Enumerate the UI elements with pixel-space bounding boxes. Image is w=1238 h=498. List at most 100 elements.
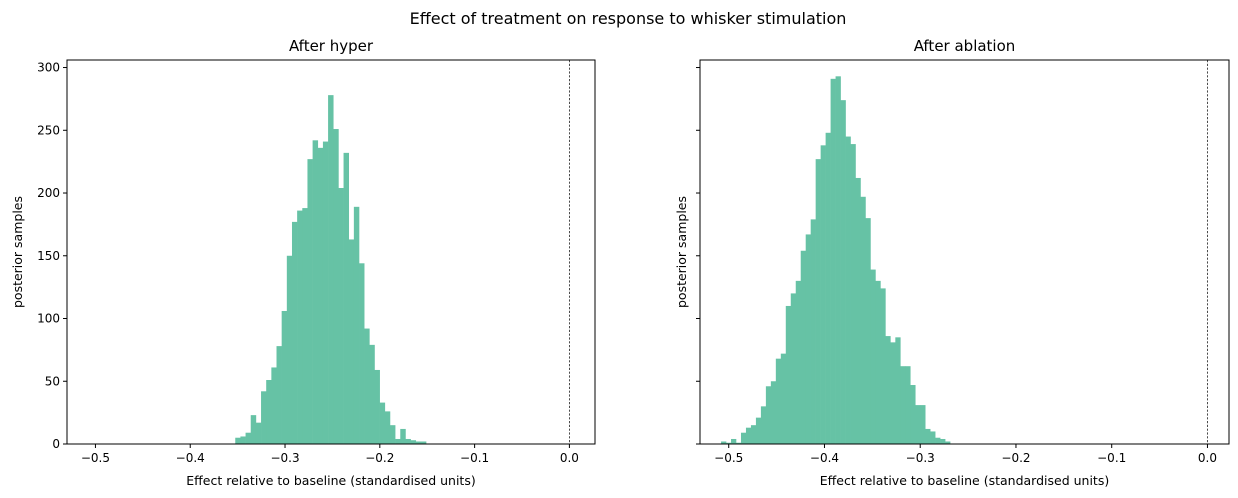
histogram-bar <box>770 381 777 444</box>
histogram-bar <box>745 427 752 444</box>
x-tick-label: −0.4 <box>176 451 205 465</box>
histogram-bar <box>245 432 252 444</box>
histogram-bar <box>297 210 303 444</box>
x-tick-label: −0.1 <box>1097 451 1126 465</box>
histogram-bar <box>726 442 732 444</box>
histogram-bar <box>870 269 876 444</box>
histogram-bar <box>900 366 906 444</box>
x-tick-label: 0.0 <box>560 451 579 465</box>
histogram-bar <box>930 431 936 444</box>
histogram-bar <box>240 436 246 444</box>
histogram-bar <box>845 136 851 445</box>
x-axis-label: Effect relative to baseline (standardise… <box>186 473 475 488</box>
x-tick-label: −0.5 <box>714 451 743 465</box>
histogram-bar <box>266 380 272 444</box>
histogram-bar <box>890 342 896 444</box>
histogram-bar <box>333 129 339 445</box>
histogram-bar <box>317 147 324 444</box>
x-tick-label: −0.4 <box>810 451 839 465</box>
histogram-bar <box>920 405 926 444</box>
y-axis-label: posterior samples <box>674 196 689 308</box>
panel-title: After ablation <box>914 37 1016 55</box>
histogram-bar <box>369 344 375 444</box>
histogram-bar <box>910 385 916 444</box>
y-tick-label: 150 <box>37 249 60 263</box>
histogram-bar <box>925 428 931 444</box>
histogram-bar <box>915 405 921 444</box>
histogram-bar <box>276 346 282 444</box>
histogram-bar <box>760 406 767 444</box>
histogram-bar <box>271 367 277 444</box>
histogram-bar <box>800 250 807 444</box>
histogram-bar <box>945 441 951 444</box>
histogram-bar <box>765 386 772 444</box>
histogram-bar <box>755 417 762 444</box>
x-tick-label: −0.3 <box>906 451 935 465</box>
histogram-bar <box>805 234 811 444</box>
x-tick-label: −0.1 <box>460 451 489 465</box>
histogram-bar <box>880 288 886 444</box>
histogram-bar <box>860 196 866 444</box>
histogram-bar <box>840 100 846 444</box>
histogram-bar <box>420 441 427 444</box>
histogram-bar <box>302 208 308 444</box>
histogram-bar <box>785 305 792 444</box>
y-tick-label: 100 <box>37 312 60 326</box>
histogram-bar <box>895 337 901 444</box>
y-axis-label: posterior samples <box>10 196 25 308</box>
histogram-bar <box>374 369 380 444</box>
histogram-bar <box>307 159 313 444</box>
x-axis-label: Effect relative to baseline (standardise… <box>820 473 1109 488</box>
y-tick-label: 50 <box>45 374 60 388</box>
histogram-bar <box>740 432 747 444</box>
x-tick-label: −0.2 <box>365 451 394 465</box>
axes-frame <box>699 59 1230 445</box>
y-tick-label: 0 <box>52 437 60 451</box>
histogram-bar <box>736 442 742 444</box>
histogram-bar <box>750 425 757 444</box>
histogram-bar <box>359 263 365 444</box>
panel-title: After hyper <box>289 37 374 55</box>
histogram-bar <box>291 221 298 444</box>
y-tick-label: 300 <box>37 61 60 75</box>
histogram-bar <box>825 132 831 445</box>
histogram-bar <box>865 218 871 444</box>
histogram-bar <box>731 438 737 444</box>
histogram-bar <box>810 219 816 444</box>
histogram-bar <box>790 293 797 444</box>
histogram-bar <box>400 428 406 444</box>
histogram-bar <box>379 402 386 444</box>
panel-after-ablation: −0.5 −0.4 −0.3 −0.2 −0.1 0.0 After ablation Eff… <box>674 37 1230 488</box>
histogram-bar <box>395 438 401 444</box>
histogram-bar <box>775 358 782 444</box>
histogram-bar <box>875 280 881 444</box>
histogram-bar <box>353 206 360 444</box>
axes-frame <box>66 59 596 445</box>
histogram-bar <box>328 95 334 444</box>
histogram-bar <box>835 76 841 445</box>
x-tick-label: −0.3 <box>270 451 299 465</box>
histogram-bar <box>261 391 267 444</box>
histogram-bar <box>935 437 941 444</box>
histogram-bar <box>343 152 350 445</box>
histogram-bar <box>255 422 262 444</box>
histogram-bar <box>405 438 411 444</box>
histogram-bar <box>795 280 802 444</box>
histogram-bar <box>415 441 422 444</box>
histogram-bar <box>322 141 329 444</box>
histogram-bar <box>281 310 288 444</box>
histogram-bar <box>338 188 344 444</box>
x-tick-label: −0.2 <box>1001 451 1030 465</box>
y-tick-label: 200 <box>37 186 60 200</box>
x-tick-label: 0.0 <box>1198 451 1217 465</box>
histogram-bar <box>312 140 319 444</box>
histogram-bar <box>855 177 861 444</box>
histogram-bar <box>905 366 911 444</box>
histogram-bar <box>830 78 836 444</box>
histogram-bar <box>721 441 727 444</box>
histogram-bar <box>850 144 856 444</box>
histogram-bar <box>286 255 293 444</box>
histogram-bar <box>348 239 355 444</box>
histogram-bar <box>364 328 370 444</box>
